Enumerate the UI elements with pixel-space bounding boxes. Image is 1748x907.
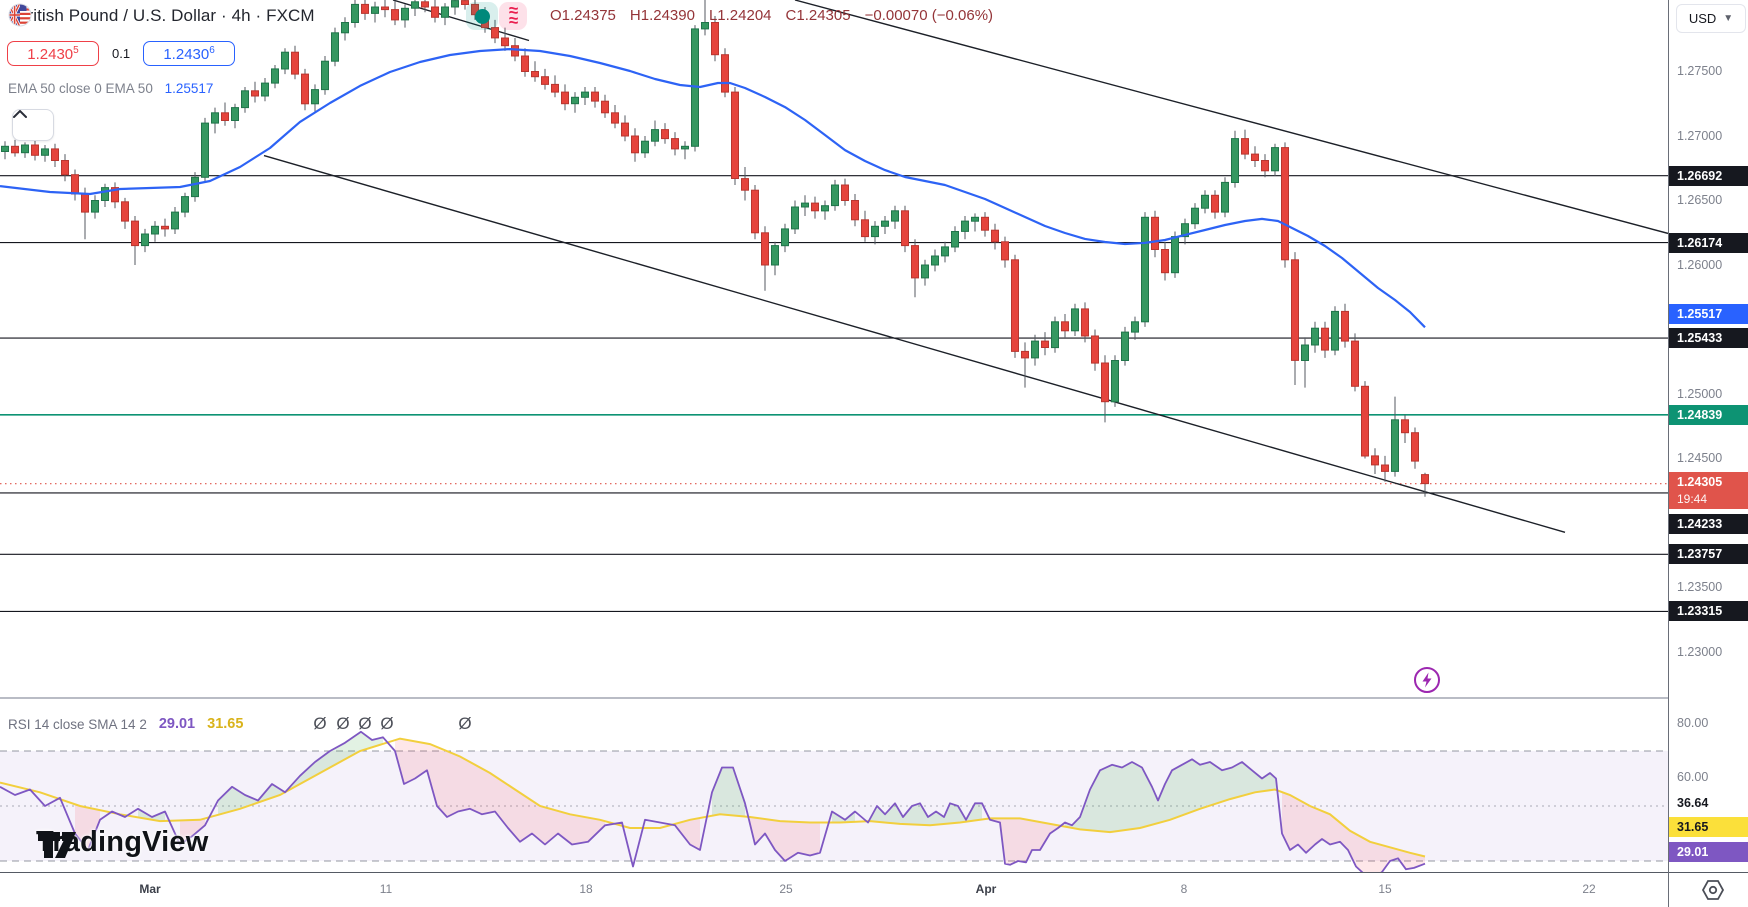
price-badge-1.25517: 1.25517 — [1669, 304, 1748, 324]
price-scale[interactable]: 1.27500 1.27000 1.26500 1.26000 1.25000 1.245… — [1669, 0, 1748, 872]
price-scale-divider — [1668, 0, 1669, 907]
rsi-scale-dark-label: 36.64 — [1677, 796, 1709, 810]
price-badge-1.25433: 1.25433 — [1669, 328, 1748, 348]
muted-indicator-icon[interactable]: Ø — [380, 714, 394, 733]
rsi-legend[interactable]: RSI 14 close SMA 14 2 29.01 31.65 — [8, 716, 243, 732]
candle-bodies — [1, 0, 1429, 485]
time-axis-label: 15 — [1378, 882, 1392, 896]
price-scale-label: 1.27500 — [1677, 64, 1723, 78]
price-badge-29.01: 29.01 — [1669, 842, 1748, 862]
sell-button[interactable]: 1.24305 — [7, 41, 99, 66]
price-scale-label: 1.24500 — [1677, 451, 1723, 465]
buy-button[interactable]: 1.24306 — [143, 41, 236, 66]
teal-dot-icon — [474, 8, 490, 24]
rsi-indicator-pane[interactable] — [0, 698, 1668, 872]
time-axis-label: 22 — [1582, 882, 1596, 896]
price-badge-1.26174: 1.26174 — [1669, 233, 1748, 253]
price-scale-label: 1.23500 — [1677, 580, 1723, 594]
rsi-scale-label: 60.00 — [1677, 770, 1709, 784]
price-scale-label: 1.23000 — [1677, 645, 1723, 659]
ohlc-high: H1.24390 — [629, 7, 695, 24]
ohlc-close: C1.24305 — [785, 7, 851, 24]
time-axis-divider — [0, 872, 1748, 873]
muted-indicator-icon[interactable]: Ø — [336, 714, 350, 733]
price-badge-1.26692: 1.26692 — [1669, 166, 1748, 186]
currency-selector[interactable]: USD ▼ — [1676, 4, 1746, 33]
price-badge-1.23315: 1.23315 — [1669, 601, 1748, 621]
lightning-icon — [1414, 667, 1440, 693]
gear-icon — [1701, 880, 1725, 900]
price-badge-1.24305: 1.24305 19:44 — [1669, 472, 1748, 509]
muted-indicator-icon[interactable]: Ø — [358, 714, 372, 733]
trendlines — [263, 0, 1668, 533]
tradingview-logo[interactable]: TradingView — [36, 826, 209, 859]
time-axis-label: 8 — [1180, 882, 1188, 896]
ema-legend-value: 1.25517 — [164, 81, 214, 96]
event-marker-dot[interactable] — [466, 2, 498, 30]
muted-indicator-icon[interactable]: Ø — [458, 714, 472, 733]
ema50-line — [0, 47, 1426, 329]
axis-settings-button[interactable] — [1700, 878, 1730, 904]
price-badge-31.65: 31.65 — [1669, 817, 1748, 837]
time-axis-label: Apr — [975, 882, 997, 896]
tradingview-glyph-icon — [38, 832, 76, 858]
collapse-legend-button[interactable] — [12, 109, 54, 141]
rsi-value: 29.01 — [158, 716, 196, 732]
flash-order-button[interactable] — [1413, 666, 1441, 694]
symbol-title[interactable]: British Pound / U.S. Dollar · 4h · FXCM — [16, 6, 315, 25]
price-scale-label: 1.26500 — [1677, 193, 1723, 207]
ema-legend-label: EMA 50 close 0 EMA 50 — [8, 81, 153, 96]
ohlc-readout: O1.24375 H1.24390 L1.24204 C1.24305 −0.0… — [550, 7, 993, 24]
candle-wicks — [4, 0, 1426, 497]
muted-indicator-icon[interactable]: Ø — [313, 714, 327, 733]
rsi-scale-label: 80.00 — [1677, 716, 1709, 730]
price-scale-label: 1.27000 — [1677, 129, 1723, 143]
rsi-sma-value: 31.65 — [207, 716, 244, 732]
horizontal-level-lines — [0, 175, 1668, 612]
currency-label: USD — [1688, 11, 1717, 26]
spread-value: 0.1 — [112, 46, 131, 61]
rsi-legend-label: RSI 14 close SMA 14 2 — [8, 716, 147, 732]
pane-divider[interactable] — [0, 697, 1748, 699]
time-axis-label: 25 — [779, 882, 793, 896]
rsi-sma-line — [0, 737, 1426, 858]
waves-icon: ≈ ≈ — [508, 1, 518, 30]
ohlc-low: L1.24204 — [708, 7, 772, 24]
ohlc-change: −0.00070 (−0.06%) — [864, 7, 994, 24]
price-badge-1.23757: 1.23757 — [1669, 544, 1748, 564]
time-axis-label: Mar — [139, 882, 161, 896]
price-chart-pane[interactable] — [0, 0, 1668, 698]
event-marker-news[interactable]: ≈ ≈ — [499, 2, 527, 30]
ohlc-open: O1.24375 — [550, 7, 616, 24]
price-scale-label: 1.25000 — [1677, 387, 1723, 401]
time-axis[interactable]: Mar 11 18 25 Apr 8 15 22 — [0, 873, 1668, 907]
time-axis-label: 11 — [379, 882, 393, 896]
chevron-down-icon: ▼ — [1723, 13, 1734, 24]
chevron-up-icon — [13, 110, 27, 118]
time-axis-label: 18 — [579, 882, 593, 896]
price-badge-1.24839: 1.24839 — [1669, 405, 1748, 425]
rsi-line — [0, 730, 1426, 872]
price-scale-label: 1.26000 — [1677, 258, 1723, 272]
ema-legend[interactable]: EMA 50 close 0 EMA 50 1.25517 — [8, 81, 213, 96]
price-badge-1.24233: 1.24233 — [1669, 514, 1748, 534]
